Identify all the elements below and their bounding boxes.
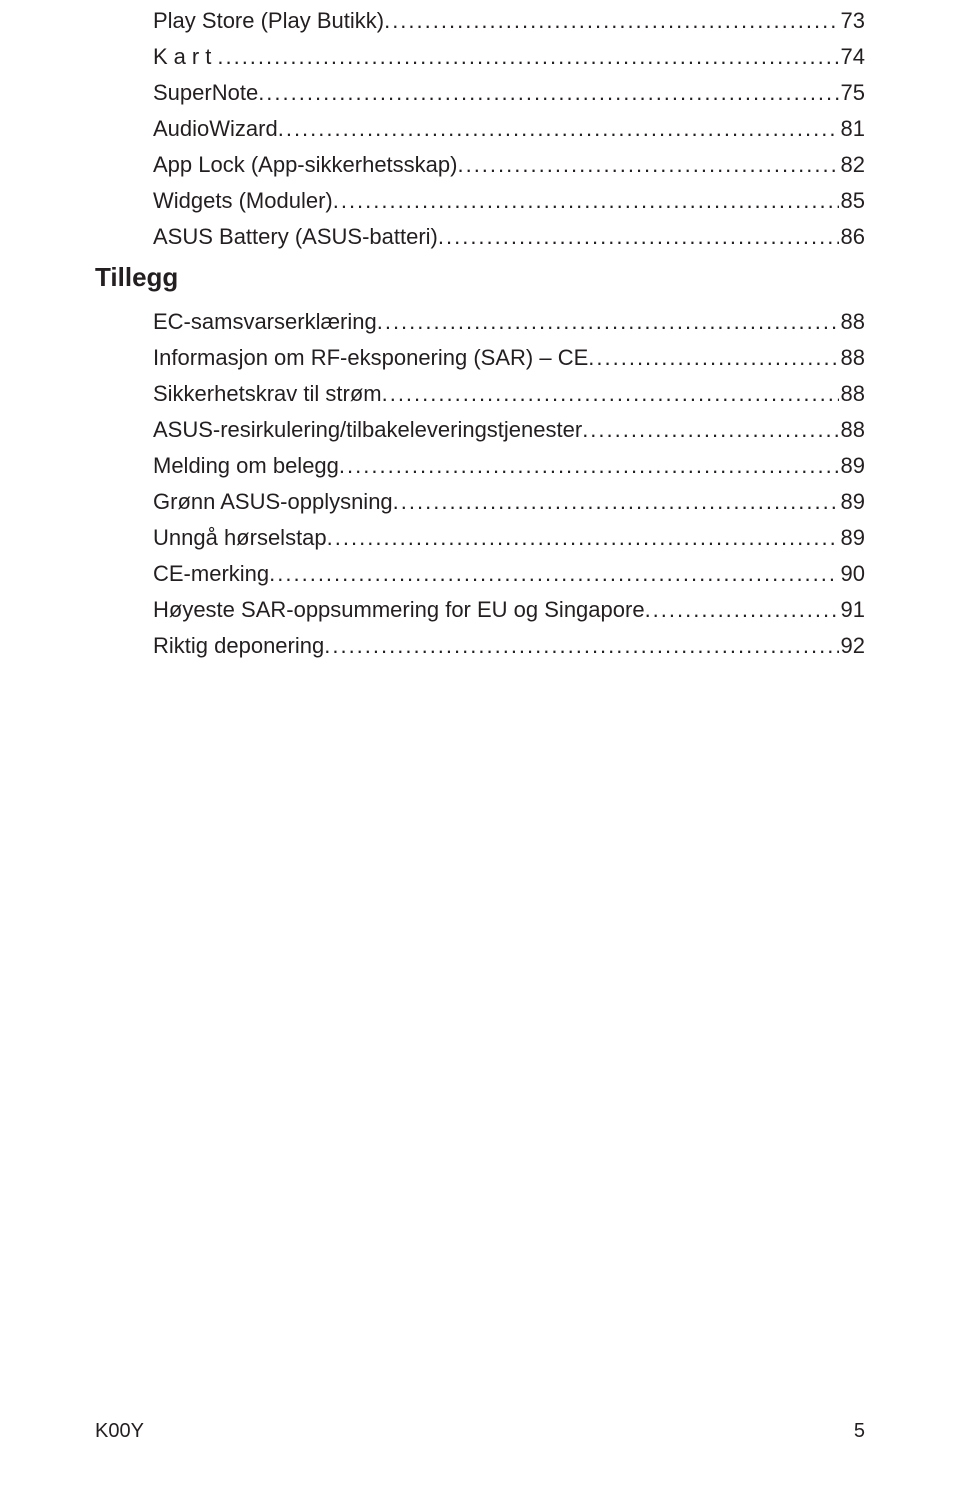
toc-leader-dots: [269, 563, 838, 585]
toc-leader-dots: [382, 383, 839, 405]
toc-group-top: Play Store (Play Butikk) 73 Kart 74 SuperNot…: [95, 10, 865, 248]
toc-leader-dots: [327, 527, 839, 549]
toc-leader-dots: [393, 491, 839, 513]
toc-entry-label: Grønn ASUS-opplysning: [153, 491, 393, 513]
toc-leader-dots: [438, 226, 839, 248]
toc-entry: AudioWizard 81: [95, 118, 865, 140]
toc-entry-label: Play Store (Play Butikk): [153, 10, 384, 32]
toc-leader-dots: [333, 190, 839, 212]
toc-entry-label: AudioWizard: [153, 118, 278, 140]
toc-entry: ASUS-resirkulering/tilbakeleveringstjene…: [95, 419, 865, 441]
toc-group-bottom: EC-samsvarserklæring88Informasjon om RF-…: [95, 311, 865, 657]
toc-entry-page: 81: [839, 118, 865, 140]
toc-leader-dots: [384, 10, 838, 32]
toc-entry: Grønn ASUS-opplysning 89: [95, 491, 865, 513]
toc-leader-dots: [645, 599, 839, 621]
toc-entry-label: EC-samsvarserklæring: [153, 311, 377, 333]
toc-entry-page: 89: [839, 455, 865, 477]
toc-entry-label: Riktig deponering: [153, 635, 324, 657]
toc-entry-page: 89: [839, 491, 865, 513]
toc-entry: Kart 74: [95, 46, 865, 68]
toc-entry-label: ASUS-resirkulering/tilbakeleveringstjene…: [153, 419, 582, 441]
toc-entry-page: 88: [839, 347, 865, 369]
toc-entry: ASUS Battery (ASUS-batteri) 86: [95, 226, 865, 248]
toc-entry: Sikkerhetskrav til strøm 88: [95, 383, 865, 405]
toc-entry-label: Sikkerhetskrav til strøm: [153, 383, 382, 405]
toc-entry: CE-merking 90: [95, 563, 865, 585]
toc-entry: Unngå hørselstap 89: [95, 527, 865, 549]
toc-entry-page: 92: [839, 635, 865, 657]
toc-entry-page: 75: [839, 82, 865, 104]
toc-leader-dots: [324, 635, 838, 657]
toc-entry: Widgets (Moduler) 85: [95, 190, 865, 212]
toc-entry-page: 74: [839, 46, 865, 68]
toc-entry-page: 91: [839, 599, 865, 621]
toc-leader-dots: [339, 455, 839, 477]
toc-entry-label: Unngå hørselstap: [153, 527, 327, 549]
page-footer: K00Y 5: [95, 1420, 865, 1443]
toc-entry: App Lock (App-sikkerhetsskap) 82: [95, 154, 865, 176]
toc-entry-label: App Lock (App-sikkerhetsskap): [153, 154, 457, 176]
toc-entry: Høyeste SAR-oppsummering for EU og Singa…: [95, 599, 865, 621]
toc-leader-dots: [588, 347, 838, 369]
toc-entry-page: 90: [839, 563, 865, 585]
toc-entry: Play Store (Play Butikk) 73: [95, 10, 865, 32]
toc-entry-label: Kart: [153, 46, 217, 68]
page: Play Store (Play Butikk) 73 Kart 74 SuperNot…: [0, 0, 960, 1503]
toc-leader-dots: [278, 118, 839, 140]
toc-entry: Informasjon om RF-eksponering (SAR) – CE…: [95, 347, 865, 369]
toc-content: Play Store (Play Butikk) 73 Kart 74 SuperNot…: [95, 0, 865, 657]
toc-entry-page: 73: [839, 10, 865, 32]
toc-leader-dots: [258, 82, 838, 104]
toc-entry-label: Melding om belegg: [153, 455, 339, 477]
footer-model: K00Y: [95, 1420, 144, 1443]
section-heading-tillegg: Tillegg: [95, 262, 865, 293]
toc-entry: EC-samsvarserklæring 88: [95, 311, 865, 333]
toc-entry-label: CE-merking: [153, 563, 269, 585]
toc-entry: Riktig deponering 92: [95, 635, 865, 657]
toc-entry-label: Informasjon om RF-eksponering (SAR) – CE: [153, 347, 588, 369]
toc-entry-page: 88: [839, 419, 865, 441]
toc-entry-page: 88: [839, 311, 865, 333]
toc-leader-dots: [377, 311, 839, 333]
toc-entry: Melding om belegg 89: [95, 455, 865, 477]
toc-leader-dots: [217, 46, 838, 68]
toc-entry-label: ASUS Battery (ASUS-batteri): [153, 226, 438, 248]
toc-entry-page: 89: [839, 527, 865, 549]
toc-leader-dots: [457, 154, 838, 176]
toc-entry: SuperNote 75: [95, 82, 865, 104]
toc-leader-dots: [582, 419, 838, 441]
toc-entry-page: 85: [839, 190, 865, 212]
toc-entry-page: 86: [839, 226, 865, 248]
toc-entry-label: SuperNote: [153, 82, 258, 104]
toc-entry-label: Widgets (Moduler): [153, 190, 333, 212]
toc-entry-page: 82: [839, 154, 865, 176]
footer-page-number: 5: [854, 1420, 865, 1443]
toc-entry-label: Høyeste SAR-oppsummering for EU og Singa…: [153, 599, 645, 621]
toc-entry-page: 88: [839, 383, 865, 405]
